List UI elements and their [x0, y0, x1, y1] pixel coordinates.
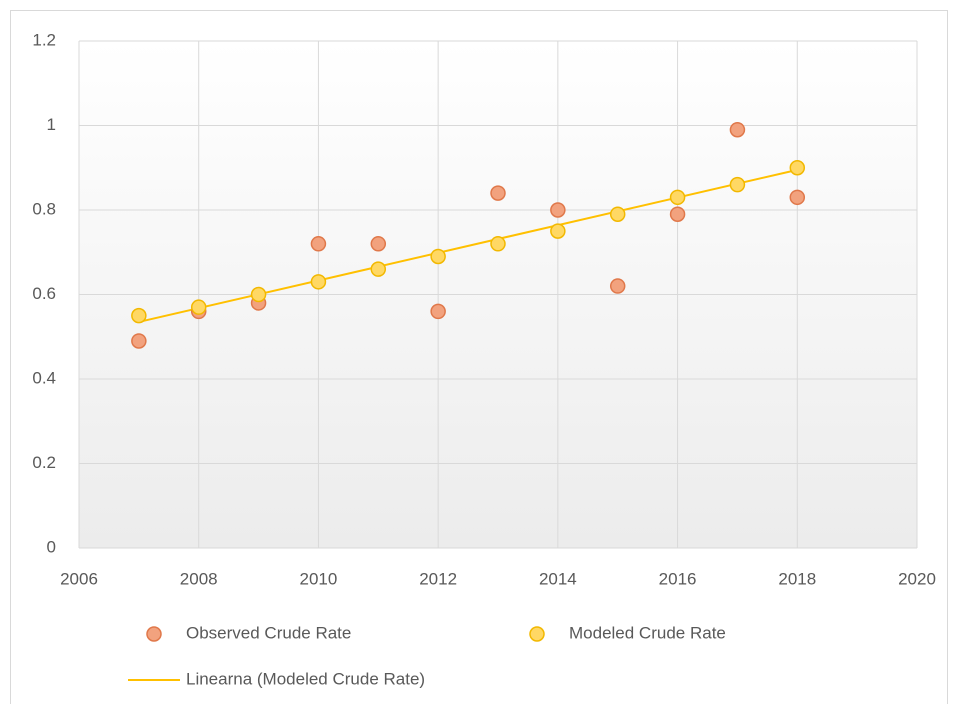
- y-tick-label: 0.2: [32, 453, 56, 472]
- legend-marker: [146, 626, 162, 642]
- point: [789, 189, 806, 206]
- point: [430, 248, 446, 265]
- point: [550, 202, 566, 218]
- x-tick-label: 2018: [778, 569, 816, 588]
- x-tick-label: 2020: [898, 569, 936, 588]
- point: [430, 303, 446, 320]
- point: [729, 176, 746, 193]
- y-tick-label: 1.2: [32, 30, 56, 49]
- point: [669, 206, 686, 222]
- point: [250, 286, 267, 303]
- point: [490, 185, 506, 201]
- point: [370, 236, 387, 252]
- point: [729, 121, 746, 138]
- y-tick-label: 0.4: [32, 368, 56, 387]
- point: [550, 223, 566, 239]
- legend-label: Linearna (Modeled Crude Rate): [186, 669, 425, 688]
- x-tick-label: 2006: [60, 569, 98, 588]
- x-tick-label: 2010: [300, 569, 338, 588]
- y-tick-label: 1: [47, 115, 56, 134]
- y-tick-label: 0: [47, 537, 56, 556]
- x-tick-label: 2014: [539, 569, 577, 588]
- trendline: [138, 168, 798, 323]
- legend-marker: [529, 626, 545, 642]
- point: [669, 189, 686, 206]
- point: [190, 299, 207, 315]
- y-tick-label: 0.8: [32, 199, 56, 218]
- legend-label: Modeled Crude Rate: [569, 623, 726, 642]
- point: [370, 261, 387, 277]
- point: [609, 206, 626, 222]
- point: [310, 236, 327, 252]
- point: [490, 236, 506, 252]
- point: [131, 307, 147, 324]
- x-tick-label: 2008: [180, 569, 218, 588]
- point: [310, 274, 327, 290]
- x-tick-label: 2012: [419, 569, 457, 588]
- x-tick-label: 2016: [659, 569, 697, 588]
- legend-label: Observed Crude Rate: [186, 623, 351, 642]
- point: [789, 160, 806, 176]
- y-tick-label: 0.6: [32, 284, 56, 303]
- point: [131, 333, 147, 349]
- point: [609, 278, 626, 294]
